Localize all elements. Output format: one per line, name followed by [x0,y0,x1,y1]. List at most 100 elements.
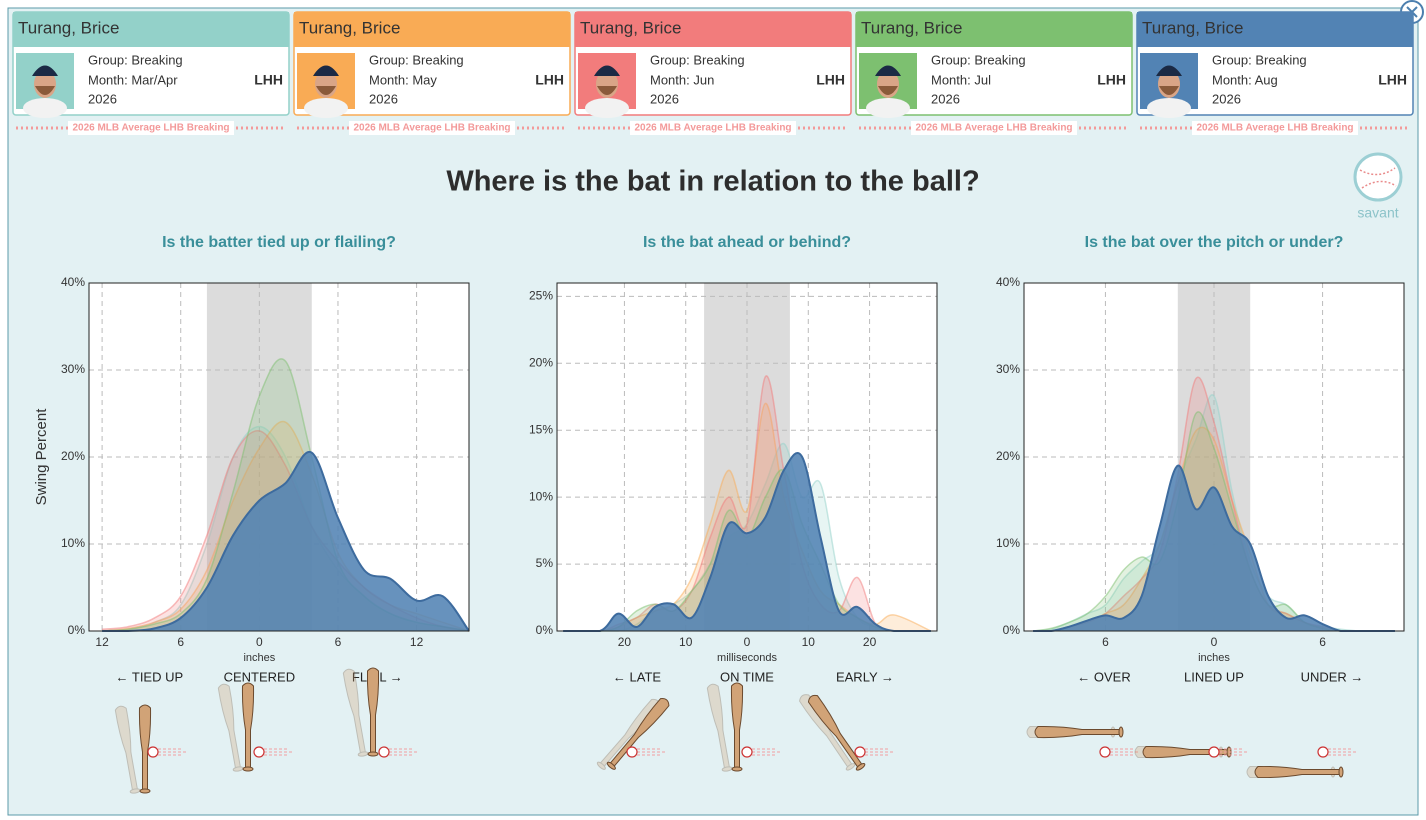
bat [217,683,242,770]
average-label-bg [630,121,796,135]
bat-knob [367,751,379,757]
area-fill [1033,465,1395,631]
area-line [102,450,470,633]
bat-icon [807,694,866,771]
bat [1254,765,1341,779]
ball-trail [747,748,781,756]
bat [138,704,152,791]
average-label-bg [68,121,234,135]
bat-icon [730,682,744,772]
direction-label: ON TIME [720,669,774,684]
area-line [563,451,931,633]
area-line [1033,464,1395,633]
bat-knob [731,766,743,772]
ball [741,746,753,758]
bat [807,694,863,769]
player-card[interactable]: Turang, Brice Group: Breaking Month: May 20… [293,11,571,118]
direction-label: UNDER → [1301,669,1364,684]
card-group: Group: Breaking [931,52,1026,67]
x-tick-label: 12 [95,635,109,649]
y-tick-label: 40% [61,275,85,289]
ball-trail [1105,748,1139,756]
y-tick-label: 5% [536,556,554,570]
photo-cap [1156,65,1182,76]
logo-text: savant [1357,205,1398,221]
photo-cap [313,65,339,76]
x-tick-label: 0 [1211,635,1218,649]
bat [609,698,670,768]
player-name: Turang, Brice [18,18,119,37]
bat-knob [1118,726,1124,738]
bat [1142,745,1229,759]
y-tick-label: 20% [529,355,553,369]
player-card[interactable]: Turang, Brice Group: Breaking Month: Aug 20… [1136,11,1414,118]
direction-label: ← LATE [613,669,661,684]
bat [114,705,139,792]
x-tick-label: 20 [618,635,632,649]
bat-icon [1034,725,1124,739]
player-name: Turang, Brice [580,18,681,37]
y-tick-label: 30% [61,362,85,376]
card-year: 2026 [1212,91,1241,106]
average-label: 2026 MLB Average LHB Breaking [72,123,229,134]
bat-icon [217,683,244,772]
player-name: Turang, Brice [299,18,400,37]
card-header [856,12,1132,47]
ball [147,746,159,758]
direction-label: EARLY → [836,669,894,684]
photo-body [866,98,910,118]
card-year: 2026 [931,91,960,106]
y-tick-label: 0% [536,623,554,637]
bat-icon [138,704,152,794]
ball-trail [384,748,418,756]
photo-body [1147,98,1191,118]
ball-trail [153,748,187,756]
y-tick-label: 20% [996,449,1020,463]
y-axis-label: Swing Percent [33,408,50,506]
x-tick-label: 6 [335,635,342,649]
photo-cap [875,65,901,76]
photo-body [23,98,67,118]
ball-trail [1323,748,1357,756]
ball-trail [632,748,666,756]
photo-beard [316,86,336,95]
player-card[interactable]: Turang, Brice Group: Breaking Month: Jul 20… [855,11,1133,118]
bat [342,668,367,755]
photo-cap [594,65,620,76]
y-tick-label: 10% [61,536,85,550]
ball-trail [860,748,894,756]
photo-beard [1159,86,1179,95]
bat-icon [241,682,255,772]
y-tick-label: 10% [529,489,553,503]
card-month: Month: Jun [650,72,714,87]
card-year: 2026 [88,91,117,106]
card-year: 2026 [650,91,679,106]
y-tick-label: 40% [996,275,1020,289]
y-tick-label: 0% [1003,623,1021,637]
chart-title: Is the batter tied up or flailing? [162,234,396,251]
savant-logo: savant [1353,152,1403,221]
ball [626,746,638,758]
bat [706,683,731,770]
photo-beard [597,86,617,95]
bat-icon [1254,765,1344,779]
average-label: 2026 MLB Average LHB Breaking [915,123,1072,134]
chart-title: Is the bat ahead or behind? [643,234,851,251]
plot-frame [556,282,938,632]
ball [378,746,390,758]
average-label: 2026 MLB Average LHB Breaking [1196,123,1353,134]
ball-trail [1214,748,1248,756]
x-axis-label: milliseconds [717,652,777,664]
bat-knob [855,763,866,771]
player-card[interactable]: Turang, Brice Group: Breaking Month: Mar/A… [12,11,290,118]
average-label-bg [1192,121,1358,135]
average-label-bg [911,121,1077,135]
ball [1317,746,1329,758]
card-header [1137,12,1413,47]
average-label-bg [349,121,515,135]
x-tick-label: 6 [177,635,184,649]
area-line [563,375,931,632]
y-tick-label: 20% [61,449,85,463]
player-card[interactable]: Turang, Brice Group: Breaking Month: Jun 20… [574,11,852,118]
